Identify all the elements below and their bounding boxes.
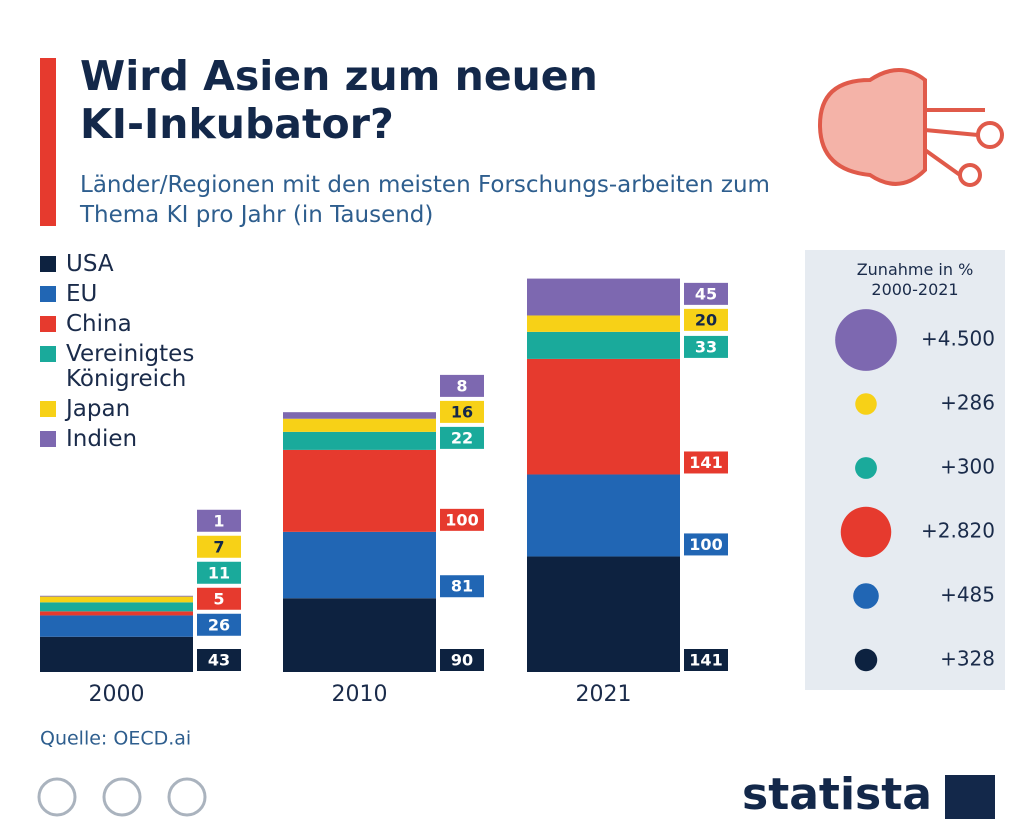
- bar-segment: [40, 637, 193, 672]
- bar-segment: [283, 598, 436, 672]
- x-tick-label: 2021: [576, 682, 632, 707]
- legend-label: Japan: [66, 397, 226, 422]
- legend-entry: USA: [40, 252, 240, 277]
- legend-swatch: [40, 401, 56, 417]
- value-label: 141: [689, 651, 722, 670]
- x-tick-label: 2010: [332, 682, 388, 707]
- license-icons: [39, 779, 205, 815]
- value-label: 45: [695, 284, 717, 303]
- bar-segment: [527, 359, 680, 475]
- value-label: 16: [451, 402, 473, 421]
- value-label: 90: [451, 651, 473, 670]
- brain-icon: [820, 70, 1002, 185]
- bar-segment: [40, 611, 193, 615]
- legend-label: China: [66, 312, 226, 337]
- legend-swatch: [40, 346, 56, 362]
- value-label: 7: [213, 537, 224, 556]
- accent-bar: [40, 58, 56, 226]
- brand-logo: [945, 775, 995, 819]
- title: Wird Asien zum neuen KI-Inkubator?: [80, 52, 640, 148]
- bar-segment: [40, 597, 193, 603]
- value-label: 11: [208, 563, 230, 582]
- growth-label: +286: [940, 391, 995, 415]
- value-label: 81: [451, 577, 473, 596]
- bar-segment: [527, 315, 680, 331]
- value-label: 100: [445, 510, 478, 529]
- growth-bubble: [855, 457, 877, 479]
- bar-segment: [527, 556, 680, 672]
- legend-entry: Indien: [40, 427, 240, 452]
- bar-segment: [40, 602, 193, 611]
- value-label: 33: [695, 337, 717, 356]
- value-label: 100: [689, 535, 722, 554]
- value-label: 5: [213, 589, 224, 608]
- legend-swatch: [40, 431, 56, 447]
- value-label: 20: [695, 310, 717, 329]
- bar-segment: [283, 412, 436, 419]
- growth-label: +300: [940, 455, 995, 479]
- legend: USA EU China Vereinigtes Königreich Japan Ind…: [40, 252, 240, 457]
- legend-label: USA: [66, 252, 226, 277]
- legend-label: Indien: [66, 427, 226, 452]
- growth-label: +328: [940, 647, 995, 671]
- legend-entry: EU: [40, 282, 240, 307]
- value-label: 1: [213, 511, 224, 530]
- value-label: 8: [456, 376, 467, 395]
- legend-entry: Japan: [40, 397, 240, 422]
- growth-bubble: [855, 393, 877, 415]
- growth-label: +4.500: [921, 327, 995, 351]
- legend-label: Vereinigtes Königreich: [66, 342, 226, 392]
- growth-title: Zunahme in % 2000-2021: [840, 260, 990, 300]
- bar-segment: [283, 450, 436, 532]
- value-label: 22: [451, 428, 473, 447]
- growth-bubble: [853, 583, 879, 609]
- bar-segment: [527, 474, 680, 556]
- value-label: 43: [208, 651, 230, 670]
- legend-swatch: [40, 286, 56, 302]
- legend-swatch: [40, 316, 56, 332]
- source: Quelle: OECD.ai: [40, 728, 191, 750]
- legend-swatch: [40, 256, 56, 272]
- bar-segment: [527, 332, 680, 359]
- bar-segment: [40, 596, 193, 597]
- value-label: 141: [689, 453, 722, 472]
- growth-bubble: [835, 309, 897, 371]
- legend-entry: China: [40, 312, 240, 337]
- growth-label: +485: [940, 583, 995, 607]
- growth-bubble: [841, 507, 891, 557]
- legend-label: EU: [66, 282, 226, 307]
- bar-segment: [283, 532, 436, 598]
- growth-label: +2.820: [921, 519, 995, 543]
- brand: statista: [742, 769, 932, 820]
- growth-bubble: [855, 649, 877, 671]
- bar-segment: [527, 279, 680, 316]
- infographic: statista Quelle: OECD.ai 2000 43 26 5 11 7 1 20…: [0, 0, 1014, 832]
- value-label: 26: [208, 615, 230, 634]
- legend-entry: Vereinigtes Königreich: [40, 342, 240, 392]
- bar-segment: [283, 419, 436, 432]
- x-tick-label: 2000: [89, 682, 145, 707]
- bar-segment: [283, 432, 436, 450]
- bar-segment: [40, 615, 193, 636]
- subtitle: Länder/Regionen mit den meisten Forschun…: [80, 170, 800, 230]
